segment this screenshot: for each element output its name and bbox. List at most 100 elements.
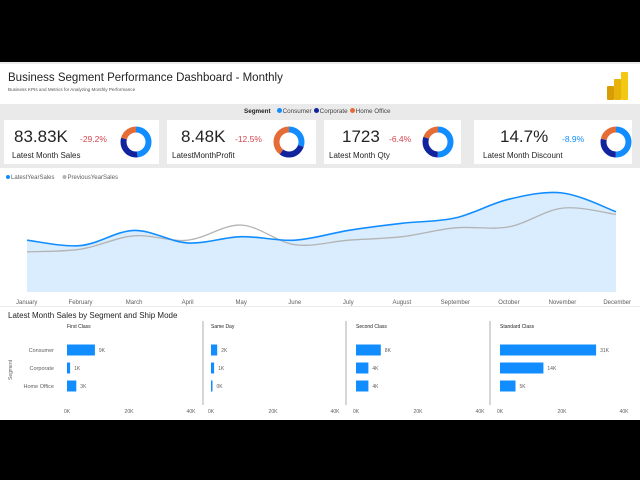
panel-title: Second Class [356,324,387,330]
kpi-change: -8.9% [562,134,585,144]
bar[interactable] [356,362,369,374]
bar-data-label: 31K [600,348,610,354]
x-tick-label: 0K [353,409,360,415]
category-label: Consumer [29,348,55,354]
kpi-card-discount[interactable]: 14.7% -8.9% Latest Month Discount [474,120,632,164]
bar[interactable] [356,344,381,356]
bar-data-label: 1K [74,366,81,372]
x-tick-label: 20K [558,409,568,415]
x-tick-label: 0K [497,409,504,415]
sales-trend-chart[interactable]: January February March April May June July Augu… [0,168,640,306]
bar[interactable] [67,380,77,392]
donut-slice[interactable] [422,126,454,158]
x-tick-label: 40K [331,409,341,415]
x-tick-label: 40K [476,409,486,415]
header-banner: Business Segment Performance Dashboard -… [0,64,640,104]
legend-dot [62,175,67,179]
kpi-value: 14.7% [500,127,549,146]
legend-dot [349,108,355,113]
donut-slice[interactable] [600,126,632,158]
kpi-label: Latest Month Sales [12,151,81,160]
segment-legend: Segment Consumer Corporate Home Office [244,108,391,115]
kpi-donut-chart[interactable] [598,124,634,160]
panel-title: Standard Class [500,324,535,330]
sales-trend-card[interactable]: January February March April May June July Augu… [0,168,640,306]
x-tick-label: November [549,300,577,306]
x-tick-label: March [126,300,143,306]
donut-slice[interactable] [600,126,632,158]
kpi-card-sales[interactable]: 83.83K -29.2% Latest Month Sales [4,120,159,164]
bar[interactable] [500,344,597,356]
kpi-donut-chart[interactable] [271,124,307,160]
power-bi-logo-icon [607,72,628,100]
bar[interactable] [211,380,213,392]
bar-data-label: 2K [221,348,228,354]
kpi-value: 1723 [342,127,380,146]
legend-item[interactable]: Consumer [282,108,312,115]
kpi-donut-chart[interactable] [420,124,456,160]
x-tick-label: 20K [414,409,424,415]
page-title: Business Segment Performance Dashboard -… [8,72,283,84]
x-tick-label: May [236,300,247,306]
panel-title: Same Day [211,324,235,330]
x-tick-label: 0K [64,409,71,415]
legend-dot [6,175,10,179]
previous-sales-line[interactable] [26,207,617,253]
category-label: Home Office [24,384,54,390]
bar[interactable] [500,362,544,374]
donut-slice[interactable] [120,126,152,158]
legend-item[interactable]: Home Office [355,108,391,115]
x-tick-label: September [441,300,470,306]
bar-data-label: 1K [218,366,225,372]
category-label: Corporate [30,366,54,372]
dashboard-canvas: Business Segment Performance Dashboard -… [0,62,640,420]
bar-data-label: 9K [99,348,106,354]
bar-data-label: 8K [385,348,392,354]
segment-legend-title: Segment [244,108,271,115]
x-tick-label: April [182,300,194,306]
legend-item[interactable]: PreviousYearSales [68,175,118,181]
bar-chart-title: Latest Month Sales by Segment and Ship M… [8,311,178,320]
kpi-donut-chart[interactable] [118,124,154,160]
bar-data-label: 0K [217,384,224,390]
x-tick-label: 20K [125,409,135,415]
kpi-value: 8.48K [181,127,226,146]
x-tick-label: October [498,300,519,306]
x-tick-label: August [392,300,411,306]
page-subtitle: Business KPIs and Metrics for Analyzing … [8,87,136,92]
x-tick-label: July [343,300,354,306]
kpi-label: Latest Month Qty [329,151,390,160]
bar[interactable] [67,362,71,374]
kpi-card-profit[interactable]: 8.48K -12.5% LatestMonthProfit [167,120,316,164]
kpi-change: -12.5% [235,134,262,144]
ship-mode-card[interactable]: Segment Consumer Corporate Home Office First… [0,307,640,420]
bar[interactable] [211,344,218,356]
donut-slice[interactable] [120,126,152,158]
donut-slice[interactable] [273,126,305,158]
latest-sales-line[interactable] [26,191,617,247]
legend-item[interactable]: LatestYearSales [11,175,54,181]
kpi-change: -6.4% [389,134,412,144]
ship-mode-bar-chart[interactable]: Segment Consumer Corporate Home Office First… [0,307,640,420]
bar-data-label: 5K [520,384,527,390]
kpi-card-qty[interactable]: 1723 -6.4% Latest Month Qty [324,120,461,164]
bar-data-label: 14K [547,366,557,372]
bar-data-label: 3K [80,384,87,390]
kpi-value: 83.83K [14,127,68,146]
kpi-change: -29.2% [80,134,107,144]
bar[interactable] [500,380,516,392]
x-tick-label: 40K [187,409,197,415]
legend-item[interactable]: Corporate [319,108,348,115]
x-tick-label: February [69,300,93,306]
donut-slice[interactable] [273,126,305,158]
x-tick-label: 0K [208,409,215,415]
y-axis-title: Segment [8,359,14,380]
bar-data-label: 4K [372,384,379,390]
bar[interactable] [67,344,95,356]
kpi-label: LatestMonthProfit [172,151,235,160]
bar[interactable] [211,362,215,374]
bar[interactable] [356,380,369,392]
x-tick-label: January [16,300,37,306]
donut-slice[interactable] [422,126,454,158]
x-tick-label: 40K [620,409,630,415]
